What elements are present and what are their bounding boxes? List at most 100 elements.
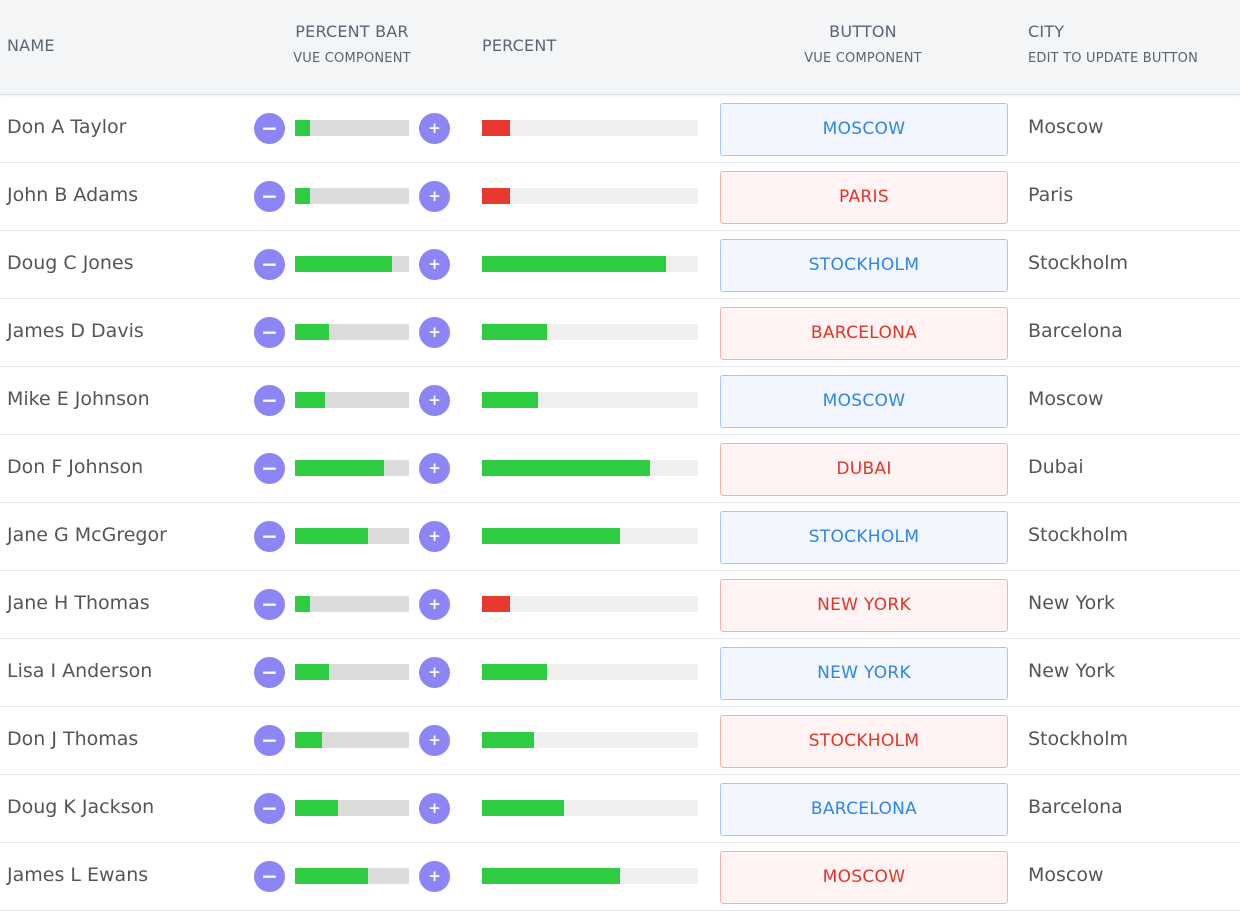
increase-button[interactable]: + [419, 861, 450, 892]
percent-fill [482, 460, 651, 476]
increase-button[interactable]: + [419, 317, 450, 348]
table-row: Don A Taylor − + Moscow Moscow [0, 95, 1240, 163]
name-cell[interactable]: John B Adams [7, 184, 139, 206]
name-cell[interactable]: Don A Taylor [7, 116, 127, 138]
percent-bar-fill [295, 868, 368, 884]
percent-track [482, 732, 698, 748]
percent-track [482, 800, 698, 816]
decrease-button[interactable]: − [254, 453, 285, 484]
decrease-button[interactable]: − [254, 181, 285, 212]
city-cell[interactable]: Dubai [1028, 456, 1084, 478]
name-cell[interactable]: Don F Johnson [7, 456, 144, 478]
city-button[interactable]: Barcelona [720, 307, 1008, 360]
name-cell[interactable]: Mike E Johnson [7, 388, 150, 410]
city-button[interactable]: Dubai [720, 443, 1008, 496]
city-button[interactable]: Moscow [720, 103, 1008, 156]
column-header-city[interactable]: CITY EDIT TO UPDATE BUTTON [1028, 22, 1198, 66]
city-button[interactable]: Paris [720, 171, 1008, 224]
city-button[interactable]: Stockholm [720, 511, 1008, 564]
percent-bar-track [295, 256, 409, 272]
decrease-button[interactable]: − [254, 317, 285, 348]
column-header-button-title: BUTTON [829, 22, 897, 41]
plus-icon: + [428, 187, 441, 205]
increase-button[interactable]: + [419, 453, 450, 484]
increase-button[interactable]: + [419, 589, 450, 620]
column-header-percent-bar[interactable]: PERCENT BAR VUE COMPONENT [252, 22, 452, 66]
city-cell[interactable]: Moscow [1028, 116, 1104, 138]
table-row: Don J Thomas − + Stockholm Stockholm [0, 707, 1240, 775]
city-button[interactable]: Barcelona [720, 783, 1008, 836]
city-cell[interactable]: Barcelona [1028, 796, 1123, 818]
percent-bar-track [295, 664, 409, 680]
decrease-button[interactable]: − [254, 521, 285, 552]
column-header-percent-bar-subtitle: VUE COMPONENT [293, 51, 411, 66]
percent-bar-fill [295, 120, 310, 136]
table-body: Don A Taylor − + Moscow Moscow John B Ad… [0, 95, 1240, 911]
percent-fill [482, 188, 511, 204]
table-row: Don F Johnson − + Dubai Dubai [0, 435, 1240, 503]
name-cell[interactable]: Doug K Jackson [7, 796, 155, 818]
table-row: Jane H Thomas − + New York New York [0, 571, 1240, 639]
column-header-name[interactable]: NAME [7, 36, 55, 55]
name-cell[interactable]: Lisa I Anderson [7, 660, 153, 682]
city-cell[interactable]: Moscow [1028, 388, 1104, 410]
plus-icon: + [428, 391, 441, 409]
plus-icon: + [428, 459, 441, 477]
decrease-button[interactable]: − [254, 589, 285, 620]
decrease-button[interactable]: − [254, 657, 285, 688]
city-cell[interactable]: Stockholm [1028, 252, 1129, 274]
increase-button[interactable]: + [419, 113, 450, 144]
plus-icon: + [428, 527, 441, 545]
decrease-button[interactable]: − [254, 249, 285, 280]
increase-button[interactable]: + [419, 793, 450, 824]
city-button[interactable]: Moscow [720, 375, 1008, 428]
column-header-button-subtitle: VUE COMPONENT [804, 51, 922, 66]
increase-button[interactable]: + [419, 385, 450, 416]
city-cell[interactable]: Moscow [1028, 864, 1104, 886]
city-button[interactable]: New York [720, 647, 1008, 700]
city-button[interactable]: Stockholm [720, 239, 1008, 292]
increase-button[interactable]: + [419, 725, 450, 756]
column-header-button[interactable]: BUTTON VUE COMPONENT [720, 22, 1006, 66]
city-cell[interactable]: Barcelona [1028, 320, 1123, 342]
city-cell[interactable]: Paris [1028, 184, 1074, 206]
percent-fill [482, 324, 547, 340]
increase-button[interactable]: + [419, 249, 450, 280]
city-cell[interactable]: Stockholm [1028, 728, 1129, 750]
minus-icon: − [261, 728, 278, 752]
plus-icon: + [428, 731, 441, 749]
percent-track [482, 256, 698, 272]
plus-icon: + [428, 255, 441, 273]
percent-bar-fill [295, 596, 310, 612]
name-cell[interactable]: Doug C Jones [7, 252, 134, 274]
decrease-button[interactable]: − [254, 725, 285, 756]
percent-fill [482, 120, 511, 136]
percent-bar-track [295, 120, 409, 136]
city-button[interactable]: Moscow [720, 851, 1008, 904]
percent-fill [482, 528, 621, 544]
decrease-button[interactable]: − [254, 793, 285, 824]
percent-bar-track [295, 460, 409, 476]
percent-bar-track [295, 528, 409, 544]
column-header-percent[interactable]: PERCENT [482, 36, 557, 55]
decrease-button[interactable]: − [254, 385, 285, 416]
percent-track [482, 596, 698, 612]
name-cell[interactable]: James D Davis [7, 320, 144, 342]
decrease-button[interactable]: − [254, 861, 285, 892]
increase-button[interactable]: + [419, 657, 450, 688]
name-cell[interactable]: James L Ewans [7, 864, 149, 886]
name-cell[interactable]: Jane H Thomas [7, 592, 150, 614]
name-cell[interactable]: Don J Thomas [7, 728, 139, 750]
percent-track [482, 392, 698, 408]
percent-fill [482, 800, 565, 816]
city-button[interactable]: New York [720, 579, 1008, 632]
decrease-button[interactable]: − [254, 113, 285, 144]
city-button[interactable]: Stockholm [720, 715, 1008, 768]
increase-button[interactable]: + [419, 521, 450, 552]
percent-bar-track [295, 732, 409, 748]
city-cell[interactable]: New York [1028, 592, 1116, 614]
city-cell[interactable]: New York [1028, 660, 1116, 682]
name-cell[interactable]: Jane G McGregor [7, 524, 167, 546]
increase-button[interactable]: + [419, 181, 450, 212]
city-cell[interactable]: Stockholm [1028, 524, 1129, 546]
